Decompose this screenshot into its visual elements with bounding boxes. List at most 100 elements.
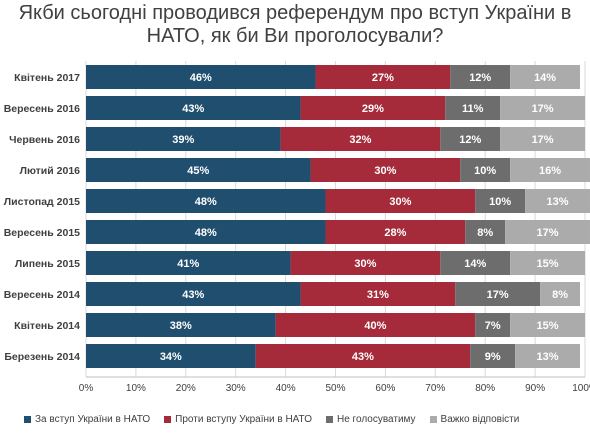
category-label: Червень 2016: [9, 134, 80, 146]
data-label: 11%: [462, 103, 484, 115]
bar-segment: [280, 127, 441, 151]
legend-label: Проти вступу України в НАТО: [175, 414, 312, 425]
bar-segment: [510, 158, 590, 182]
data-label: 8%: [477, 227, 493, 239]
legend-item: Не голосуватиму: [326, 414, 416, 425]
bar-segment: [460, 158, 511, 182]
data-label: 17%: [487, 289, 509, 301]
data-label: 45%: [187, 165, 209, 177]
legend-swatch: [429, 416, 437, 423]
bar-segment: [300, 96, 446, 120]
legend-label: Важко відповісти: [440, 414, 520, 425]
chart-legend: За вступ України в НАТО Проти вступу Укра…: [24, 414, 519, 425]
x-tick-label: 0%: [79, 383, 94, 394]
legend-item: За вступ України в НАТО: [24, 414, 150, 425]
data-label: 28%: [384, 227, 406, 239]
x-tick-label: 20%: [176, 383, 196, 394]
bar-segment: [470, 344, 516, 368]
category-label: Березень 2014: [4, 351, 80, 363]
bar-segment: [86, 344, 256, 368]
category-label: Вересень 2015: [4, 227, 80, 239]
data-label: 12%: [469, 72, 491, 84]
bar-segment: [515, 344, 581, 368]
data-label: 27%: [372, 72, 394, 84]
x-tick-label: 30%: [226, 383, 246, 394]
x-tick-label: 90%: [525, 383, 545, 394]
category-label: Квітень 2017: [14, 72, 80, 84]
data-label: 41%: [177, 258, 199, 270]
data-label: 9%: [485, 351, 501, 363]
bar-segment: [440, 127, 501, 151]
data-label: 43%: [352, 351, 374, 363]
category-label: Лютий 2016: [20, 165, 81, 177]
bar-segment: [325, 189, 476, 213]
legend-swatch: [326, 416, 333, 423]
bar-segment: [540, 282, 581, 306]
legend-label: За вступ України в НАТО: [35, 414, 151, 425]
data-label: 48%: [195, 227, 217, 239]
bar-segment: [275, 313, 476, 337]
bar-segment: [500, 127, 585, 151]
legend-item: Проти вступу України в НАТО: [164, 414, 312, 425]
bar-segment: [86, 96, 301, 120]
bar-segment: [300, 282, 456, 306]
data-label: 8%: [552, 289, 568, 301]
data-label: 16%: [539, 165, 561, 177]
data-label: 43%: [182, 103, 204, 115]
data-label: 17%: [537, 227, 559, 239]
data-label: 15%: [537, 258, 559, 270]
data-label: 30%: [374, 165, 396, 177]
data-label: 32%: [349, 134, 371, 146]
bar-segment: [450, 65, 511, 89]
data-label: 10%: [489, 196, 511, 208]
category-label: Липень 2015: [15, 258, 80, 270]
legend-swatch: [164, 416, 172, 423]
bar-segment: [510, 313, 585, 337]
category-label: Вересень 2014: [4, 289, 80, 301]
bar-segment: [465, 220, 506, 244]
data-label: 38%: [170, 320, 192, 332]
x-tick-label: 100%: [572, 383, 590, 394]
bar-segment: [255, 344, 471, 368]
legend-label: Не голосуватиму: [337, 414, 416, 425]
bar-segment: [310, 158, 461, 182]
bar-segment: [86, 220, 326, 244]
bar-segment: [86, 282, 301, 306]
bar-segment: [86, 127, 281, 151]
data-label: 13%: [547, 196, 569, 208]
bar-segment: [445, 96, 501, 120]
legend-item: Важко відповісти: [429, 414, 520, 425]
legend-swatch: [24, 416, 31, 423]
data-label: 17%: [532, 103, 554, 115]
data-label: 40%: [364, 320, 386, 332]
bar-segment: [510, 65, 581, 89]
bar-segment: [86, 158, 311, 182]
bar-segment: [475, 189, 526, 213]
data-label: 30%: [389, 196, 411, 208]
data-label: 17%: [532, 134, 554, 146]
data-label: 10%: [474, 165, 496, 177]
data-label: 14%: [534, 72, 556, 84]
bar-segment: [86, 313, 276, 337]
bar-segment: [440, 251, 511, 275]
category-label: Вересень 2016: [4, 103, 80, 115]
bar-segment: [86, 65, 316, 89]
x-tick-label: 10%: [126, 383, 146, 394]
x-tick-label: 40%: [276, 383, 296, 394]
data-label: 43%: [182, 289, 204, 301]
category-label: Квітень 2014: [14, 320, 80, 332]
data-label: 12%: [459, 134, 481, 146]
bar-segment: [315, 65, 451, 89]
bar-segment: [500, 96, 585, 120]
bar-segment: [86, 189, 326, 213]
data-label: 15%: [537, 320, 559, 332]
x-tick-label: 80%: [475, 383, 495, 394]
data-label: 31%: [367, 289, 389, 301]
data-label: 34%: [160, 351, 182, 363]
bar-segment: [510, 251, 585, 275]
bar-segment: [290, 251, 441, 275]
bar-segment: [475, 313, 511, 337]
data-label: 13%: [537, 351, 559, 363]
x-tick-label: 50%: [325, 383, 345, 394]
